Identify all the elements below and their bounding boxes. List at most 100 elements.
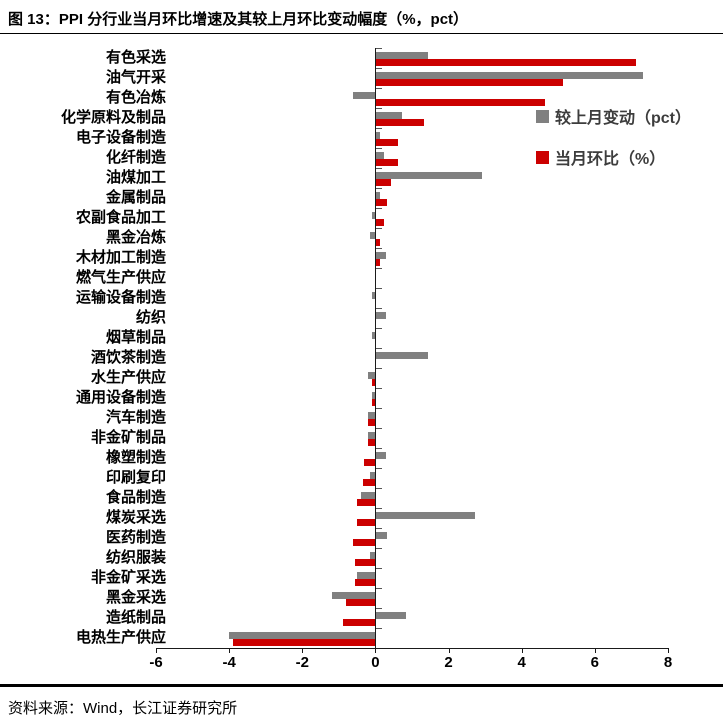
bar-prev-month-change — [376, 252, 386, 259]
category-label: 油气开采 — [105, 69, 166, 86]
bar-prev-month-change — [371, 392, 376, 399]
bar-mom-growth — [376, 219, 384, 226]
bar-prev-month-change — [371, 332, 376, 339]
chart-legend: 较上月变动（pct） 当月环比（%） — [536, 104, 691, 186]
bar-prev-month-change — [369, 552, 376, 559]
category-tick — [376, 368, 383, 369]
x-tick-label: -2 — [295, 654, 309, 671]
category-label: 电子设备制造 — [75, 129, 166, 146]
x-tick-label: 0 — [371, 654, 380, 671]
category-label: 非金矿制品 — [90, 429, 166, 446]
bar-mom-growth — [371, 379, 376, 386]
category-label: 有色冶炼 — [105, 89, 166, 106]
category-label: 有色采选 — [105, 49, 166, 66]
category-label: 电热生产供应 — [75, 629, 166, 646]
category-tick — [376, 528, 383, 529]
bar-mom-growth — [376, 179, 392, 186]
category-tick — [376, 388, 383, 389]
bar-prev-month-change — [376, 532, 388, 539]
bar-prev-month-change — [371, 212, 376, 219]
bar-mom-growth — [376, 139, 399, 146]
category-tick — [376, 328, 383, 329]
x-tick — [375, 648, 377, 653]
category-tick — [376, 548, 383, 549]
category-tick — [376, 588, 383, 589]
bar-mom-growth — [371, 399, 376, 406]
category-tick — [376, 508, 383, 509]
x-tick-label: 2 — [444, 654, 453, 671]
bar-prev-month-change — [368, 412, 376, 419]
category-tick — [376, 408, 383, 409]
bar-prev-month-change — [368, 372, 376, 379]
bar-prev-month-change — [368, 432, 376, 439]
category-tick — [376, 268, 383, 269]
y-axis-line — [375, 48, 377, 648]
category-tick — [376, 448, 383, 449]
x-tick — [156, 648, 157, 653]
bar-prev-month-change — [376, 312, 386, 319]
category-label: 金属制品 — [105, 189, 166, 206]
source-divider — [0, 684, 723, 687]
category-tick — [376, 148, 383, 149]
bar-mom-growth — [376, 99, 545, 106]
x-tick-label: 8 — [663, 654, 673, 671]
bar-prev-month-change — [376, 192, 381, 199]
category-label: 纺织服装 — [105, 549, 166, 566]
category-tick — [376, 128, 383, 129]
bar-mom-growth — [364, 459, 376, 466]
category-tick — [376, 88, 383, 89]
category-label: 黑金采选 — [105, 589, 166, 606]
category-label: 汽车制造 — [105, 409, 166, 426]
x-tick — [521, 648, 523, 653]
x-axis-line — [156, 648, 669, 649]
category-tick — [376, 288, 383, 289]
category-tick — [376, 188, 383, 189]
category-label: 医药制造 — [105, 529, 166, 546]
legend-item-mom-growth: 当月环比（%） — [536, 145, 691, 169]
category-tick — [376, 568, 383, 569]
legend-swatch-red-icon — [536, 150, 549, 164]
bar-mom-growth — [355, 579, 376, 586]
x-tick-label: 4 — [517, 654, 526, 671]
bar-prev-month-change — [331, 592, 376, 599]
category-label: 燃气生产供应 — [75, 269, 166, 286]
bar-prev-month-change — [376, 112, 403, 119]
category-label: 橡塑制造 — [105, 449, 166, 466]
category-label: 油煤加工 — [105, 169, 166, 186]
bar-prev-month-change — [376, 352, 428, 359]
bar-prev-month-change — [229, 632, 376, 639]
legend-label-mom-growth: 当月环比（%） — [555, 151, 666, 168]
bar-mom-growth — [232, 639, 376, 646]
category-label: 造纸制品 — [105, 609, 166, 626]
category-label: 纺织 — [135, 309, 166, 326]
category-label: 木材加工制造 — [75, 249, 166, 266]
bar-mom-growth — [362, 479, 376, 486]
x-tick — [302, 648, 304, 653]
legend-item-prev-month-change: 较上月变动（pct） — [536, 104, 691, 128]
category-tick — [376, 168, 383, 169]
category-label: 水生产供应 — [90, 369, 166, 386]
category-tick — [376, 68, 383, 69]
bar-chart: 较上月变动（pct） 当月环比（%） 有色采选 油气开采 有色冶炼 化学原料及制品 电子… — [61, 48, 691, 671]
category-label: 化纤制造 — [105, 149, 166, 166]
x-tick — [448, 648, 450, 653]
bar-prev-month-change — [376, 512, 476, 519]
bar-mom-growth — [368, 439, 376, 446]
category-label: 通用设备制造 — [75, 389, 166, 406]
bar-mom-growth — [376, 119, 424, 126]
title-underline — [0, 33, 723, 34]
source-note: 资料来源：Wind，长江证券研究所 — [8, 700, 238, 717]
bar-prev-month-change — [376, 152, 384, 159]
category-tick — [376, 608, 383, 609]
bar-prev-month-change — [376, 72, 644, 79]
bar-mom-growth — [346, 599, 376, 606]
category-label: 农副食品加工 — [75, 209, 166, 226]
category-label: 酒饮茶制造 — [90, 349, 166, 366]
category-label: 烟草制品 — [105, 329, 166, 346]
bar-mom-growth — [376, 259, 381, 266]
legend-label-prev-month-change: 较上月变动（pct） — [555, 110, 692, 127]
bar-mom-growth — [376, 59, 637, 66]
bar-mom-growth — [376, 79, 563, 86]
bar-mom-growth — [376, 159, 399, 166]
